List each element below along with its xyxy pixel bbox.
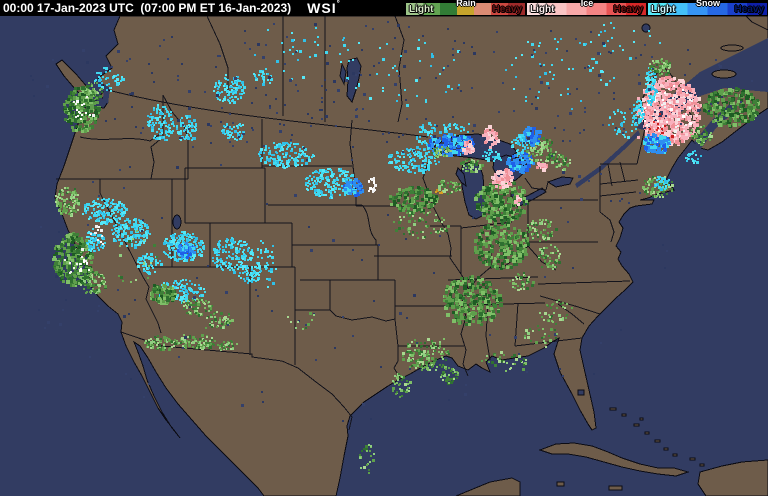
legend-light-snow: Light [651,4,676,15]
state-borders [56,16,701,431]
legend-group-rain: Rain Light Heavy [406,0,526,16]
wsi-logo-mark: ° [336,0,341,8]
legend-heavy-rain: Heavy [492,4,522,15]
legend-light-rain: Light [409,4,434,15]
legend-label-rain: Rain [456,0,476,8]
radar-map-image [0,16,768,496]
legend-bar-rain [406,3,525,15]
islands [55,16,768,496]
header-bar: 00:00 17-Jan-2023 UTC (07:00 PM ET 16-Ja… [0,0,768,16]
timestamp: 00:00 17-Jan-2023 UTC (07:00 PM ET 16-Ja… [3,1,292,15]
legend-bar-snow [648,3,767,15]
legend-group-ice: Ice Light Heavy [527,0,647,16]
legend-light-ice: Light [530,4,555,15]
radar-map-svg [0,16,768,496]
wsi-logo-text: WSI [307,0,337,16]
legend-heavy-ice: Heavy [613,4,643,15]
legend-heavy-snow: Heavy [734,4,764,15]
legend-label-snow: Snow [696,0,720,8]
precipitation-layer [30,21,760,474]
legend-bar-ice [527,3,646,15]
legend-group-snow: Snow Light Heavy [648,0,768,16]
legend: Rain Light Heavy Ice Light Heavy Snow Li… [405,0,768,16]
legend-label-ice: Ice [580,0,594,8]
wsi-logo: WSI° [307,0,341,16]
